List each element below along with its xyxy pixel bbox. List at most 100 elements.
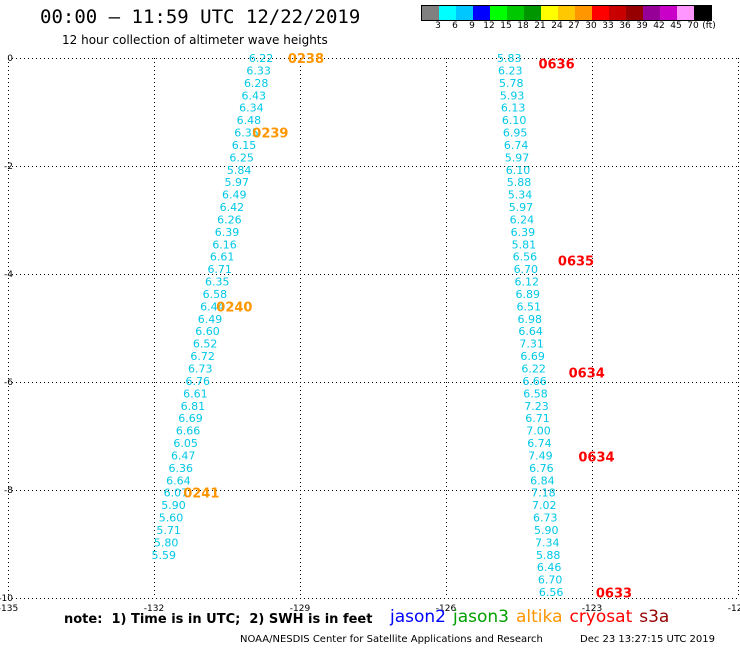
swh-value: 6.36 (169, 462, 194, 475)
swh-value: 5.97 (509, 201, 534, 214)
legend-item-cryosat: cryosat (569, 607, 633, 627)
color-scale-label: 12 (483, 21, 495, 31)
swh-value: 7.00 (526, 425, 551, 438)
color-scale-swatch (558, 6, 575, 20)
color-scale-swatch (643, 6, 660, 20)
swh-value: 6.58 (203, 288, 228, 301)
swh-value: 5.88 (507, 176, 532, 189)
swh-value: 6.13 (501, 102, 526, 115)
color-scale-swatch (473, 6, 490, 20)
swh-value: 6.95 (503, 127, 528, 140)
x-tick-label: -126 (436, 604, 457, 614)
map-subtitle: 12 hour collection of altimeter wave hei… (62, 33, 328, 47)
swh-value: 5.84 (227, 164, 252, 177)
swh-value: 6.56 (513, 251, 538, 264)
swh-value: 6.72 (190, 350, 215, 363)
color-scale-label: 39 (636, 21, 648, 31)
color-scale-bar (421, 5, 712, 21)
color-scale-label: 70 (687, 21, 699, 31)
swh-value: 5.81 (512, 238, 537, 251)
swh-value: 5.88 (536, 549, 561, 562)
swh-value: 6.76 (186, 375, 211, 388)
color-scale-labels: 3 6 9 12 15 18 21 24 27 30 33 36 39 42 45 70 (ft) (421, 21, 740, 33)
swh-value: 6.84 (530, 474, 555, 487)
swh-value: 5.97 (224, 176, 249, 189)
map-title: 00:00 – 11:59 UTC 12/22/2019 (40, 6, 361, 28)
pass-time-label: 0239 (252, 127, 288, 142)
color-scale-label: 27 (568, 21, 580, 31)
swh-value: 5.78 (499, 77, 524, 90)
swh-value: 6.61 (183, 387, 208, 400)
swh-value: 7.49 (528, 449, 553, 462)
x-tick-label: -132 (144, 604, 164, 614)
swh-value: 5.93 (500, 89, 525, 102)
swh-value: 6.39 (215, 226, 240, 239)
y-tick-label: -4 (4, 270, 13, 280)
swh-value: 7.34 (535, 536, 560, 549)
color-scale-label: 36 (619, 21, 631, 31)
x-tick-label: -129 (290, 604, 311, 614)
color-scale-swatch (439, 6, 456, 20)
color-scale-swatch (677, 6, 694, 20)
color-scale-label: 24 (551, 21, 563, 31)
swh-value: 6.74 (527, 437, 552, 450)
swh-value: 6.70 (514, 263, 539, 276)
color-scale-label: 33 (602, 21, 614, 31)
swh-value: 6.81 (181, 400, 206, 413)
x-tick-label: -120 (728, 604, 740, 614)
swh-value: 6.66 (522, 375, 547, 388)
swh-value: 6.48 (237, 114, 262, 127)
y-tick-label: -6 (4, 378, 13, 388)
swh-value: 6.70 (538, 574, 563, 587)
swh-value: 5.60 (159, 512, 184, 525)
swh-value: 5.59 (151, 549, 176, 562)
swh-value: 6.24 (510, 213, 535, 226)
pass-time-label: 0240 (216, 300, 252, 315)
swh-value: 6.44 (200, 300, 225, 313)
pass-time-label: 0241 (183, 487, 219, 502)
note-text: note: 1) Time is in UTC; 2) SWH is in fe… (64, 612, 373, 627)
swh-value: 6.22 (521, 363, 546, 376)
color-scale-swatch (575, 6, 592, 20)
swh-value: 6.10 (502, 114, 527, 127)
color-scale-unit: (ft) (702, 21, 716, 31)
swh-value: 5.90 (161, 499, 186, 512)
pass-time-label: 0636 (538, 57, 574, 72)
swh-value: 6.76 (529, 462, 554, 475)
color-scale-label: 30 (585, 21, 597, 31)
color-scale-swatch (524, 6, 541, 20)
legend-item-jason3: jason3 (453, 607, 509, 627)
color-scale-label: 42 (653, 21, 665, 31)
swh-value: 6.69 (520, 350, 545, 363)
swh-value: 6.07 (164, 487, 189, 500)
pass-time-label: 0634 (569, 366, 605, 381)
swh-value: 6.58 (523, 387, 548, 400)
swh-value: 6.69 (178, 412, 203, 425)
swh-value: 5.97 (505, 151, 530, 164)
swh-value: 6.42 (220, 201, 245, 214)
swh-value: 6.43 (242, 89, 267, 102)
swh-value: 6.60 (195, 325, 220, 338)
swh-value: 6.35 (205, 276, 230, 289)
color-scale-swatch (592, 6, 609, 20)
swh-value: 6.22 (249, 52, 274, 65)
pass-time-label: 0634 (578, 451, 614, 466)
legend-item-s3a: s3a (639, 607, 670, 627)
swh-value: 5.71 (156, 524, 181, 537)
color-scale-label: 21 (534, 21, 546, 31)
swh-value: 6.52 (193, 338, 218, 351)
y-tick-label: -2 (4, 162, 13, 172)
pass-time-label: 0238 (288, 52, 324, 67)
swh-value-labels: 6.226.336.286.436.346.486.356.156.255.84… (151, 52, 563, 599)
x-tick-label: -123 (582, 604, 602, 614)
swh-value: 5.34 (508, 189, 533, 202)
swh-value: 6.05 (173, 437, 198, 450)
color-scale-swatch (490, 6, 507, 20)
legend-item-altika: altika (516, 607, 563, 627)
x-tick-label: -135 (0, 604, 18, 614)
swh-value: 7.18 (531, 487, 556, 500)
swh-value: 6.73 (188, 363, 213, 376)
credit-text: NOAA/NESDIS Center for Satellite Applica… (240, 634, 543, 645)
swh-value: 6.73 (533, 512, 558, 525)
time-labels: 0238 0239 0240 0241 0636 0635 0634 0634 0633 (183, 52, 632, 602)
